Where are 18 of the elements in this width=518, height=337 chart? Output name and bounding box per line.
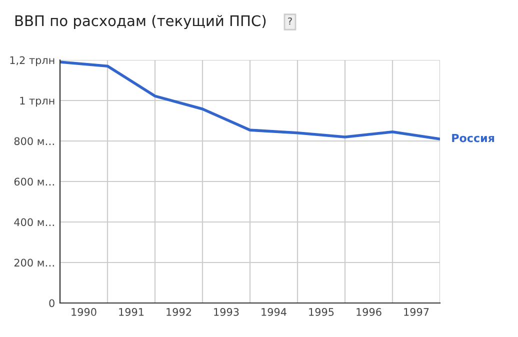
x-tick-label: 1996: [356, 308, 382, 316]
y-tick-label: 600 м…: [14, 178, 54, 186]
series-label: Россия: [452, 134, 494, 142]
chart-title: ВВП по расходам (текущий ППС): [15, 14, 266, 30]
y-tick-label: 400 м…: [14, 218, 54, 226]
x-tick-label: 1990: [72, 308, 96, 316]
x-tick-label: 1997: [404, 308, 429, 316]
x-tick-label: 1992: [166, 308, 191, 316]
x-tick-label: 1993: [214, 308, 239, 316]
y-tick-label: 1 трлн: [20, 96, 54, 107]
y-tick-label: 200 м…: [14, 258, 54, 267]
x-tick-label: 1991: [119, 308, 144, 316]
y-tick-label: 1,2 трлн: [10, 56, 54, 66]
x-tick-label: 1995: [309, 308, 334, 316]
y-tick-label: 800 м…: [14, 137, 54, 146]
x-tick-label: 1994: [262, 308, 286, 316]
text: ?: [288, 17, 292, 25]
y-tick-label: 0: [49, 299, 54, 308]
